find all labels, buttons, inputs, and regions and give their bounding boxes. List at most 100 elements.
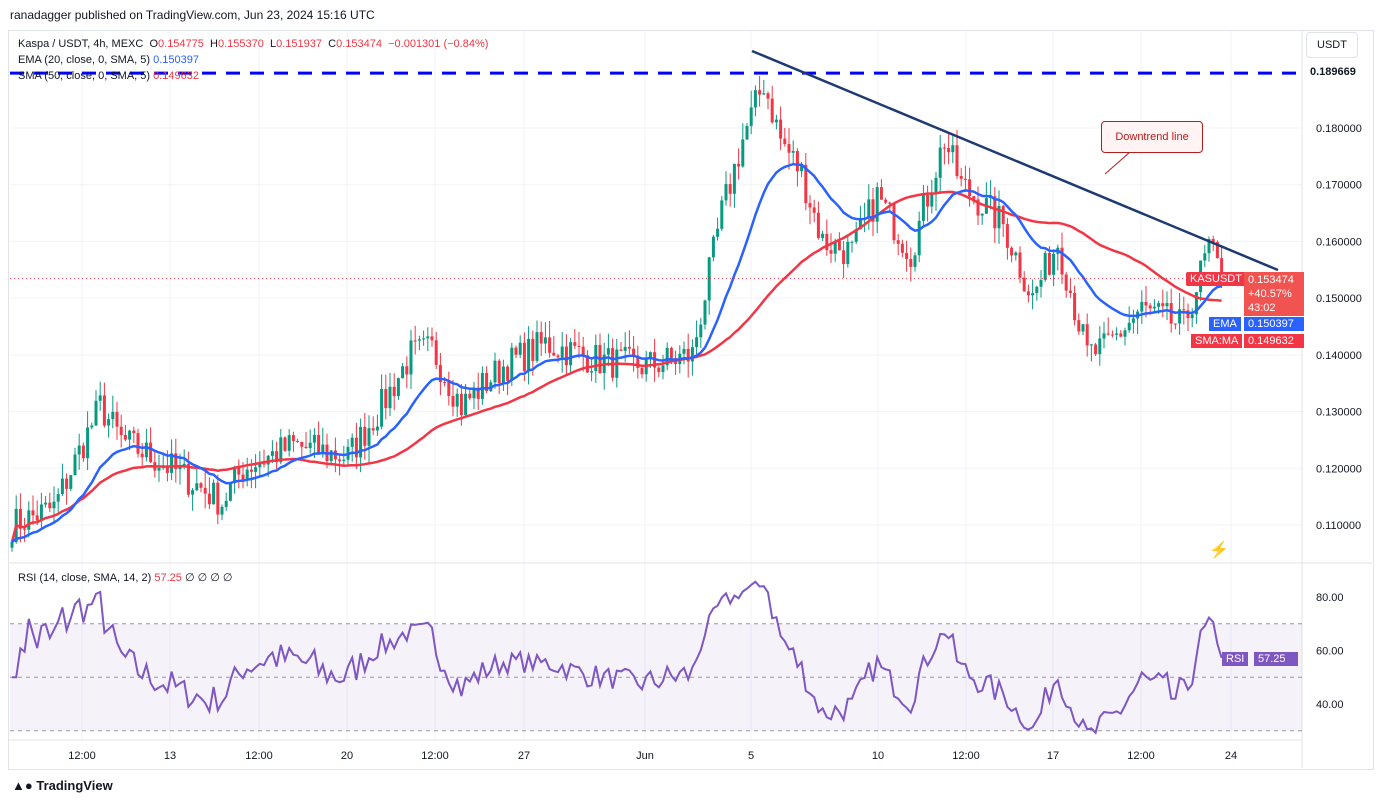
candle	[1119, 330, 1123, 338]
candle	[170, 439, 174, 481]
candle	[476, 372, 480, 410]
candle	[149, 427, 153, 464]
candle	[699, 317, 703, 348]
candle	[350, 433, 354, 462]
candle	[1203, 244, 1207, 268]
candle	[1056, 244, 1060, 271]
candle	[821, 230, 825, 242]
lightning-icon[interactable]: ⚡	[1209, 542, 1229, 559]
candle	[77, 433, 81, 470]
candle	[199, 481, 203, 493]
candle	[1052, 249, 1056, 287]
tradingview-logo[interactable]: ▲● TradingView	[12, 778, 113, 793]
downtrend-annotation[interactable]: Downtrend line	[1101, 121, 1203, 153]
candle	[48, 492, 52, 513]
candle	[254, 454, 258, 489]
sma-line[interactable]	[10, 190, 1222, 543]
candle	[405, 356, 409, 389]
time-tick: 12:00	[1127, 750, 1155, 762]
candle	[86, 411, 90, 471]
candle	[119, 414, 123, 448]
candle	[548, 320, 552, 358]
time-tick: 13	[164, 750, 176, 762]
candle	[661, 354, 665, 380]
candle	[720, 195, 724, 232]
price-tick: 0.150000	[1316, 293, 1362, 305]
candle	[1186, 303, 1190, 332]
candle	[480, 366, 484, 405]
time-tick: 12:00	[68, 750, 96, 762]
candle	[938, 134, 942, 194]
candle	[417, 335, 421, 351]
candle	[1106, 317, 1110, 336]
ema-line[interactable]	[11, 162, 1222, 543]
candle	[212, 479, 216, 505]
candle	[921, 184, 925, 228]
rsi-tick: 80.00	[1316, 592, 1344, 604]
candle	[804, 152, 808, 211]
candle	[262, 449, 266, 468]
candle	[968, 167, 972, 207]
candle	[291, 431, 295, 452]
candle	[98, 381, 102, 411]
candle	[207, 477, 211, 509]
sma-legend[interactable]: SMA (50, close, 0, SMA, 5)	[18, 70, 151, 82]
candle	[136, 428, 140, 458]
candle	[627, 330, 631, 354]
candle	[1178, 292, 1182, 335]
candle	[144, 428, 148, 462]
candle	[787, 128, 791, 170]
candle	[947, 132, 951, 165]
ema-legend[interactable]: EMA (20, close, 0, SMA, 5)	[18, 54, 151, 66]
candle	[1064, 271, 1068, 298]
candle	[497, 359, 501, 394]
candle	[711, 234, 715, 262]
candle	[577, 332, 581, 359]
candle	[514, 345, 518, 359]
candle	[745, 122, 749, 141]
candle	[1140, 290, 1144, 324]
downtrend-line[interactable]	[751, 49, 1279, 272]
candle	[665, 342, 669, 371]
candle	[296, 438, 300, 443]
candle	[363, 412, 367, 460]
rsi-line[interactable]	[12, 580, 1223, 735]
candle	[884, 197, 888, 205]
candle	[44, 495, 48, 508]
candle	[674, 350, 678, 375]
candle	[94, 390, 98, 426]
resistance-price-label: 0.189669	[1306, 65, 1360, 79]
candle	[69, 475, 73, 492]
candle	[1152, 299, 1156, 314]
candle	[606, 333, 610, 367]
candle	[1005, 217, 1009, 260]
candle	[493, 352, 497, 389]
currency-button[interactable]: USDT	[1306, 32, 1358, 58]
candle	[1182, 296, 1186, 325]
candle	[216, 474, 220, 525]
candle	[585, 350, 589, 373]
candle	[598, 333, 602, 374]
time-tick: 17	[1047, 750, 1059, 762]
candle	[829, 233, 833, 263]
candle	[317, 421, 321, 455]
candle	[1077, 313, 1081, 335]
candle	[1173, 323, 1177, 330]
candle	[228, 482, 232, 502]
candle	[837, 232, 841, 251]
candle	[795, 148, 799, 187]
candle	[308, 429, 312, 454]
time-tick: 12:00	[421, 750, 449, 762]
candle	[73, 447, 77, 476]
symbol-label[interactable]: Kaspa / USDT, 4h, MEXC	[18, 38, 144, 50]
time-tick: 20	[341, 750, 353, 762]
rsi-legend[interactable]: RSI (14, close, SMA, 14, 2) 57.25 ∅ ∅ ∅ …	[18, 572, 233, 584]
chart-frame	[8, 30, 1374, 770]
candle	[686, 333, 690, 378]
candle	[354, 422, 358, 469]
candle	[447, 371, 451, 406]
candle	[892, 201, 896, 244]
price-tick: 0.140000	[1316, 350, 1362, 362]
candle	[426, 327, 430, 352]
